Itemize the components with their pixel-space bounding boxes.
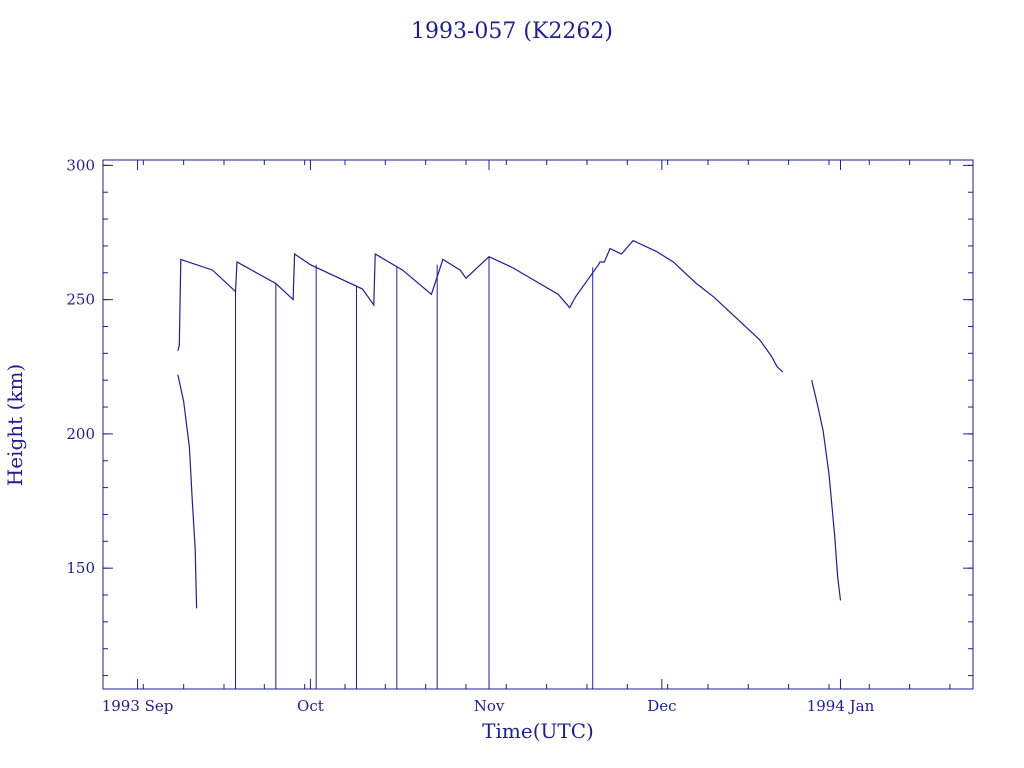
height-series-line-3 xyxy=(811,380,842,601)
y-tick-label: 300 xyxy=(66,156,95,174)
height-series-line-1 xyxy=(177,374,198,609)
chart-title: 1993-057 (K2262) xyxy=(411,19,613,44)
y-axis-title: Height (km) xyxy=(3,364,27,486)
x-tick-label: Dec xyxy=(647,697,676,715)
y-tick-label: 250 xyxy=(66,291,95,309)
plot-frame xyxy=(102,159,974,690)
x-tick-label: 1994 Jan xyxy=(807,697,875,715)
y-tick-label: 200 xyxy=(66,425,95,443)
x-axis-title: Time(UTC) xyxy=(482,719,594,743)
y-tick-label: 150 xyxy=(66,559,95,577)
height-series-line-2 xyxy=(177,239,784,373)
x-tick-label: Nov xyxy=(474,697,505,715)
x-tick-label: Oct xyxy=(297,697,324,715)
x-tick-label: 1993 Sep xyxy=(102,697,174,715)
